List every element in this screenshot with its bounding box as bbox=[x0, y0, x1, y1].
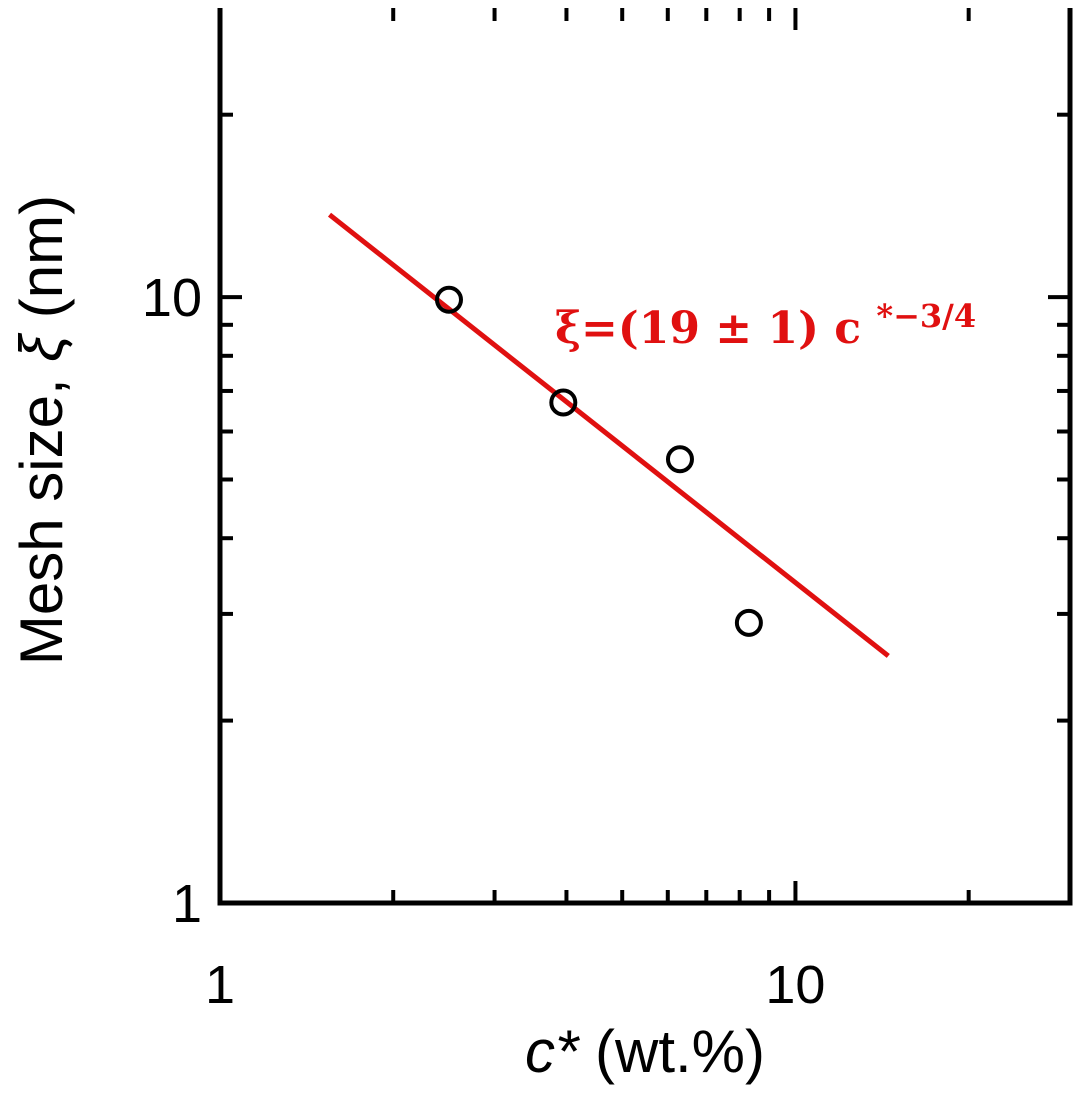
data-series bbox=[327, 212, 890, 658]
y-axis-label: Mesh size, ξ (nm) bbox=[8, 195, 75, 665]
fit-equation-main: ξ=(19 ± 1) c bbox=[555, 303, 861, 354]
data-point bbox=[665, 445, 694, 474]
axis-ticks bbox=[220, 8, 1070, 903]
y-tick-label: 10 bbox=[142, 268, 202, 328]
tick-labels: 1 10 1 10 bbox=[142, 268, 826, 1015]
x-tick-label: 1 bbox=[205, 955, 235, 1015]
x-axis-label: c* (wt.%) bbox=[525, 1018, 765, 1085]
fit-equation-superscript: *−3/4 bbox=[876, 297, 976, 335]
fit-line bbox=[327, 212, 890, 658]
data-point bbox=[734, 608, 763, 637]
x-axis-label-unit: (wt.%) bbox=[595, 1018, 765, 1085]
data-point bbox=[549, 388, 578, 417]
plot-frame bbox=[217, 8, 1073, 906]
y-axis-label-symbol: ξ bbox=[8, 332, 75, 362]
fit-equation: ξ=(19 ± 1) c *−3/4 bbox=[555, 297, 976, 354]
y-tick-label: 1 bbox=[172, 874, 202, 934]
y-axis-label-unit: (nm) bbox=[8, 195, 75, 318]
x-axis-label-symbol: c* bbox=[525, 1018, 580, 1085]
x-tick-label: 10 bbox=[765, 955, 825, 1015]
y-axis-label-name: Mesh size, bbox=[8, 362, 75, 665]
data-point bbox=[434, 285, 463, 314]
